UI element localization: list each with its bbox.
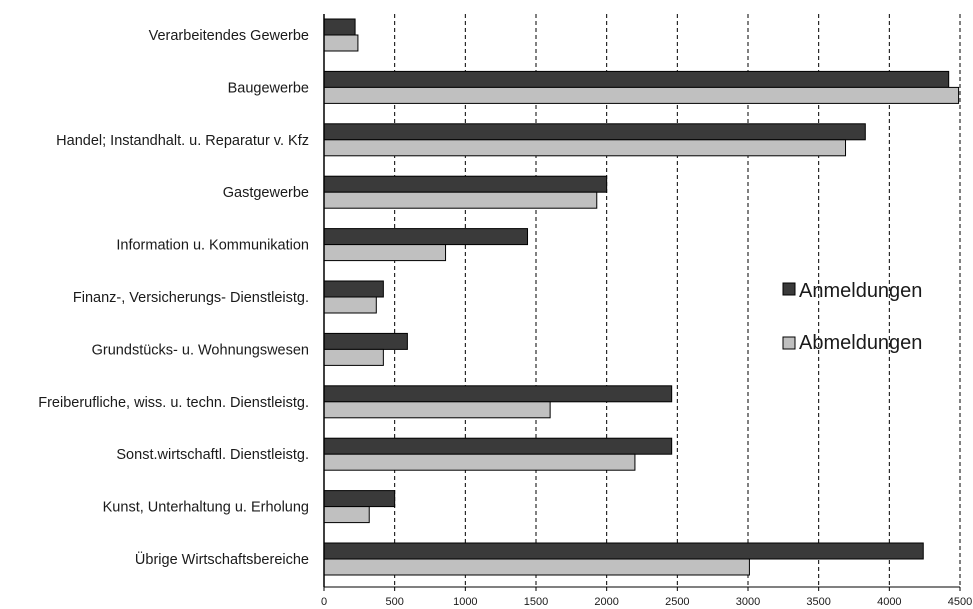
bar-abmeldungen: [323, 139, 847, 157]
bar-abmeldungen: [323, 506, 370, 524]
bar-anmeldungen: [323, 280, 384, 298]
bar-abmeldungen: [323, 296, 377, 314]
category-label: Verarbeitendes Gewerbe: [149, 28, 309, 44]
category-labels: Verarbeitendes Gewerbe Baugewerbe Handel; …: [38, 28, 309, 568]
bar-anmeldungen: [323, 228, 529, 246]
category-label: Freiberufliche, wiss. u. techn. Dienstle…: [38, 395, 309, 411]
category-label: Kunst, Unterhaltung u. Erholung: [103, 500, 309, 516]
x-tick-label: 3500: [806, 596, 830, 608]
legend-swatch-abmeldungen: [782, 336, 796, 350]
category-label: Gastgewerbe: [223, 185, 309, 201]
bar-abmeldungen: [323, 348, 384, 366]
category-label: Information u. Kommunikation: [116, 238, 309, 254]
x-axis-ticks: 0 500 1000 1500 2000 2500 3000 3500 4000 4500: [321, 587, 972, 608]
bar-abmeldungen: [323, 558, 750, 576]
category-label: Übrige Wirtschaftsbereiche: [135, 550, 309, 568]
bar-abmeldungen: [323, 453, 636, 471]
bar-abmeldungen: [323, 244, 447, 262]
bar-anmeldungen: [323, 175, 608, 193]
category-label: Baugewerbe: [228, 80, 309, 96]
x-tick-label: 2500: [665, 596, 689, 608]
x-tick-label: 3000: [736, 596, 760, 608]
x-tick-label: 2000: [594, 596, 618, 608]
bar-anmeldungen: [323, 437, 673, 455]
legend-swatch-anmeldungen: [782, 282, 796, 296]
x-tick-label: 1000: [453, 596, 477, 608]
bar-abmeldungen: [323, 401, 551, 419]
category-label: Sonst.wirtschaftl. Dienstleistg.: [116, 447, 309, 463]
legend: Anmeldungen Abmeldungen: [782, 280, 922, 354]
category-label: Handel; Instandhalt. u. Reparatur v. Kfz: [56, 133, 309, 149]
bar-abmeldungen: [323, 86, 960, 104]
bar-anmeldungen: [323, 542, 924, 560]
x-tick-label: 1500: [524, 596, 548, 608]
bar-abmeldungen: [323, 34, 359, 52]
x-tick-label: 4000: [877, 596, 901, 608]
bar-anmeldungen: [323, 332, 408, 350]
bar-anmeldungen: [323, 18, 356, 36]
category-label: Finanz-, Versicherungs- Dienstleistg.: [73, 290, 309, 306]
bar-abmeldungen: [323, 191, 598, 209]
bar-anmeldungen: [323, 70, 950, 88]
bar-anmeldungen: [323, 385, 673, 403]
category-label: Grundstücks- u. Wohnungswesen: [92, 342, 309, 358]
x-tick-label: 0: [321, 596, 327, 608]
x-tick-label: 500: [385, 596, 403, 608]
legend-label-abmeldungen: Abmeldungen: [799, 332, 922, 354]
legend-label-anmeldungen: Anmeldungen: [799, 280, 922, 302]
bar-anmeldungen: [323, 490, 396, 508]
bar-anmeldungen: [323, 123, 866, 141]
x-tick-label: 4500: [948, 596, 972, 608]
